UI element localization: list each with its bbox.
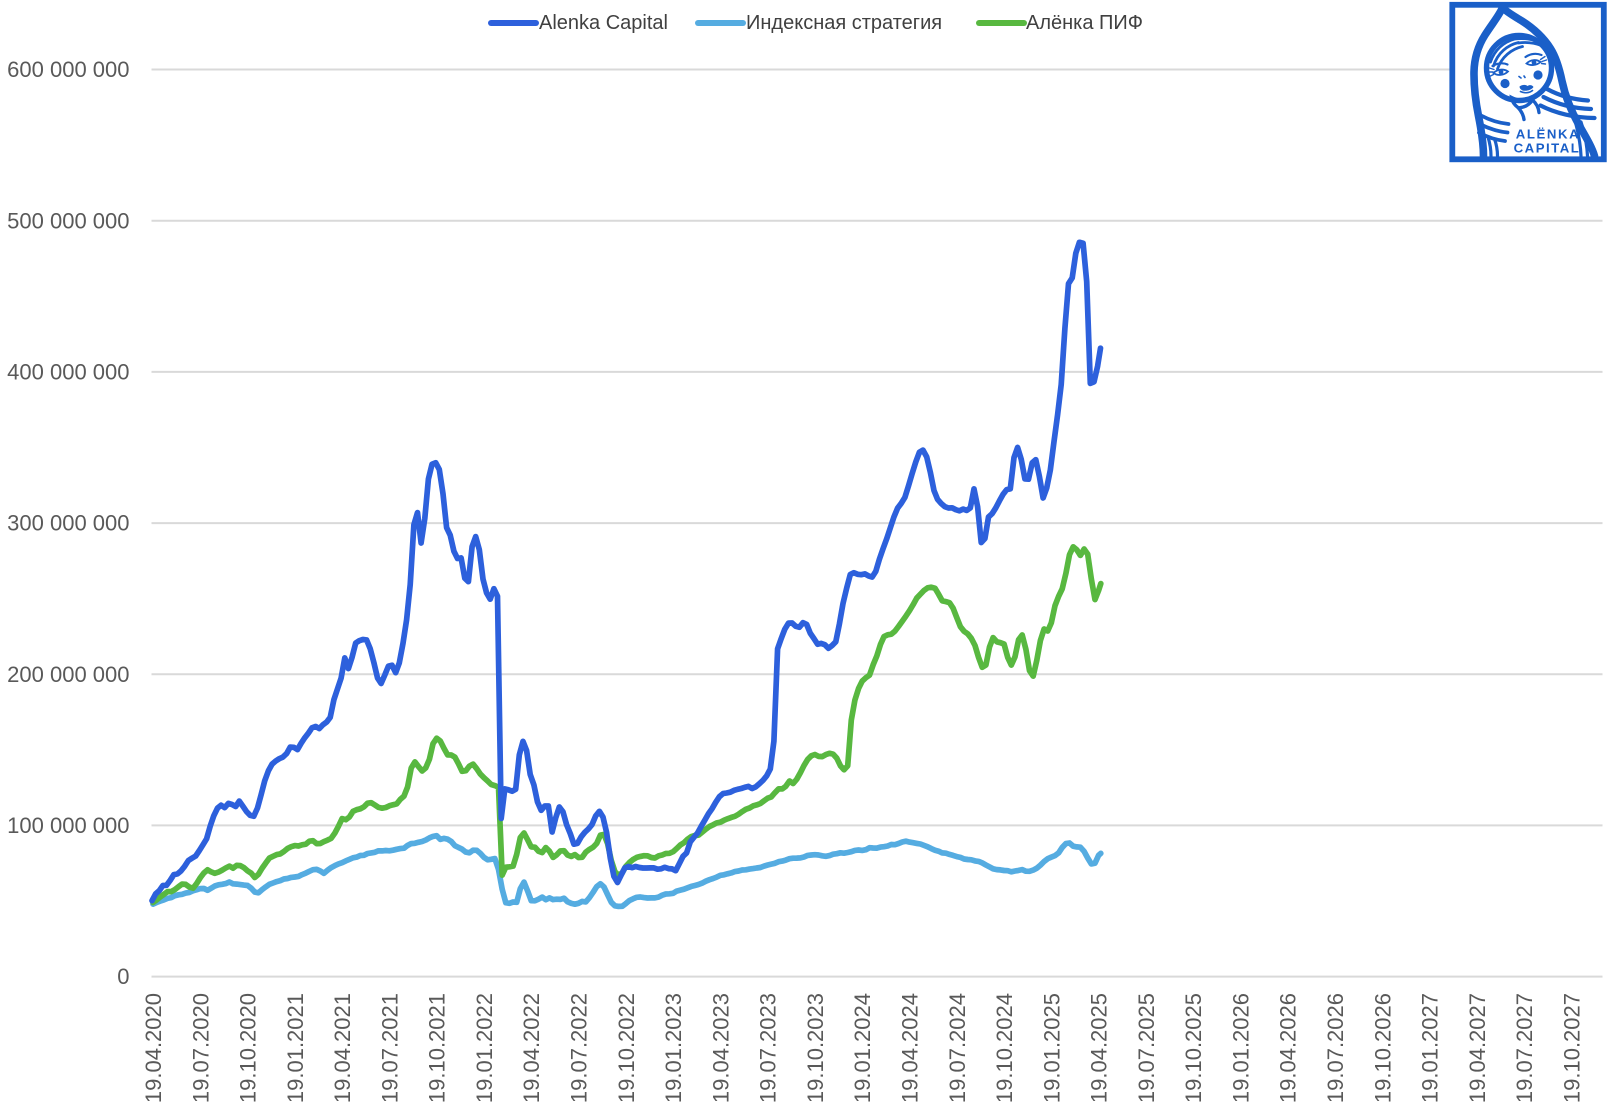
svg-text:100 000 000: 100 000 000 [7, 813, 129, 838]
svg-text:19.01.2023: 19.01.2023 [661, 993, 686, 1103]
svg-text:19.01.2025: 19.01.2025 [1039, 993, 1064, 1103]
svg-text:19.07.2020: 19.07.2020 [188, 993, 213, 1103]
svg-text:500 000 000: 500 000 000 [7, 208, 129, 233]
svg-text:19.10.2020: 19.10.2020 [236, 993, 261, 1103]
svg-text:300 000 000: 300 000 000 [7, 511, 129, 536]
svg-text:19.04.2020: 19.04.2020 [141, 993, 166, 1103]
svg-text:Индексная стратегия: Индексная стратегия [746, 12, 942, 34]
svg-text:19.10.2022: 19.10.2022 [614, 993, 639, 1103]
svg-text:19.04.2025: 19.04.2025 [1087, 993, 1112, 1103]
svg-text:19.04.2026: 19.04.2026 [1276, 993, 1301, 1103]
svg-text:Алёнка ПИФ: Алёнка ПИФ [1026, 12, 1143, 34]
svg-text:200 000 000: 200 000 000 [7, 662, 129, 687]
svg-text:19.04.2027: 19.04.2027 [1465, 993, 1490, 1103]
svg-text:ALЁNKA: ALЁNKA [1516, 127, 1581, 142]
svg-text:19.07.2026: 19.07.2026 [1323, 993, 1348, 1103]
svg-text:19.04.2023: 19.04.2023 [708, 993, 733, 1103]
svg-text:19.10.2024: 19.10.2024 [992, 993, 1017, 1103]
svg-text:19.01.2021: 19.01.2021 [283, 993, 308, 1103]
svg-text:CAPITAL: CAPITAL [1514, 141, 1581, 156]
svg-text:19.01.2022: 19.01.2022 [472, 993, 497, 1103]
svg-text:19.10.2025: 19.10.2025 [1181, 993, 1206, 1103]
svg-text:19.07.2025: 19.07.2025 [1134, 993, 1159, 1103]
svg-text:19.01.2026: 19.01.2026 [1228, 993, 1253, 1103]
svg-text:19.07.2022: 19.07.2022 [567, 993, 592, 1103]
svg-text:19.07.2027: 19.07.2027 [1512, 993, 1537, 1103]
svg-text:19.10.2023: 19.10.2023 [803, 993, 828, 1103]
svg-text:19.10.2026: 19.10.2026 [1370, 993, 1395, 1103]
svg-text:19.04.2022: 19.04.2022 [519, 993, 544, 1103]
svg-text:600 000 000: 600 000 000 [7, 57, 129, 82]
svg-text:19.10.2027: 19.10.2027 [1559, 993, 1584, 1103]
svg-text:19.07.2023: 19.07.2023 [756, 993, 781, 1103]
svg-text:19.04.2024: 19.04.2024 [898, 993, 923, 1103]
svg-text:19.07.2024: 19.07.2024 [945, 993, 970, 1103]
svg-text:19.10.2021: 19.10.2021 [425, 993, 450, 1103]
svg-text:19.01.2024: 19.01.2024 [850, 993, 875, 1103]
svg-text:400 000 000: 400 000 000 [7, 360, 129, 385]
svg-text:Alenka Capital: Alenka Capital [539, 12, 668, 34]
svg-text:19.01.2027: 19.01.2027 [1418, 993, 1443, 1103]
svg-text:19.07.2021: 19.07.2021 [377, 993, 402, 1103]
svg-text:19.04.2021: 19.04.2021 [330, 993, 355, 1103]
svg-text:0: 0 [117, 964, 129, 989]
